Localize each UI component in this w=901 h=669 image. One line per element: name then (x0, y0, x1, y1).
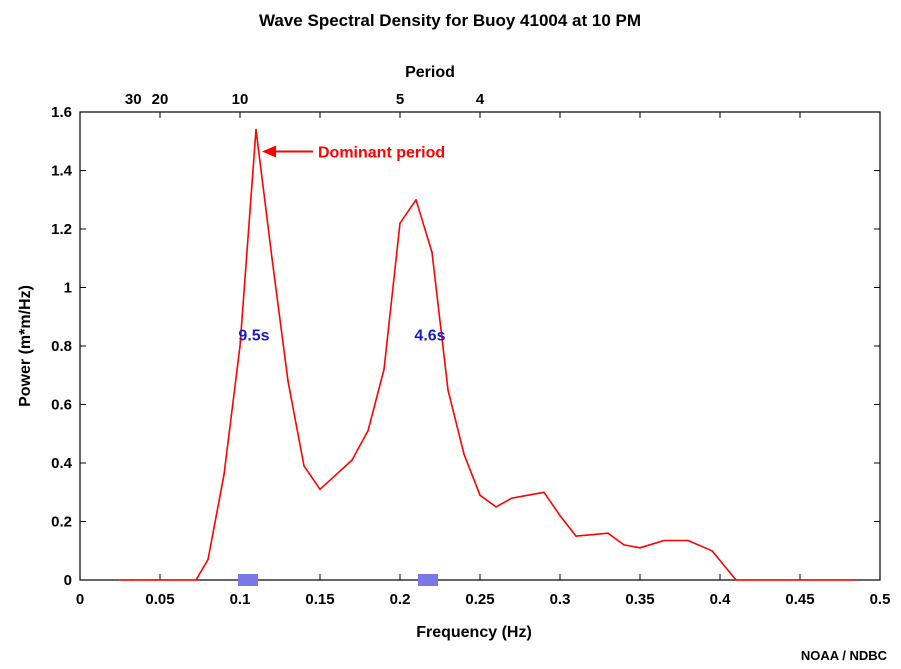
x-tick-label: 0.4 (710, 591, 732, 608)
period-tick-label: 10 (232, 91, 249, 108)
data-point (223, 473, 225, 476)
data-point (735, 579, 737, 581)
y-tick-label: 1.4 (51, 163, 73, 180)
data-point (591, 533, 593, 536)
x-tick-label: 0.1 (230, 591, 251, 608)
data-point (415, 198, 417, 201)
data-point (183, 579, 185, 581)
data-point (303, 465, 305, 467)
y-tick-label: 0.8 (51, 338, 72, 355)
data-point (527, 494, 529, 496)
period-marker (238, 574, 258, 586)
data-point (399, 222, 401, 224)
y-tick-label: 0.2 (51, 514, 72, 531)
data-point (495, 506, 497, 508)
x-tick-label: 0.3 (550, 591, 571, 608)
data-point (239, 345, 241, 347)
data-point (623, 544, 625, 546)
x-tick-label: 0.05 (145, 591, 174, 608)
period-tick-label: 20 (152, 91, 169, 108)
y-tick-label: 1 (64, 280, 72, 297)
plot-area-frame (79, 111, 881, 581)
data-point (639, 547, 641, 549)
top-axis-label: Period (405, 64, 455, 81)
annotation-period-label: 4.6s (414, 327, 445, 344)
annotation-dominant-period: Dominant period (318, 145, 445, 162)
data-point (447, 389, 449, 391)
data-point (463, 453, 465, 456)
data-point (511, 497, 513, 499)
chart-title: Wave Spectral Density for Buoy 41004 at … (259, 11, 641, 30)
spectral-density-line (120, 128, 856, 581)
data-point (207, 558, 209, 561)
series-layer (119, 128, 857, 581)
period-markers (238, 574, 438, 586)
data-point (335, 473, 337, 476)
data-point (607, 532, 609, 534)
y-tick-label: 1.2 (51, 221, 72, 238)
x-tick-label: 0 (76, 591, 84, 608)
period-tick-label: 4 (476, 91, 485, 108)
data-point (783, 579, 785, 581)
x-axis-label: Frequency (Hz) (416, 624, 532, 641)
annotation-period-label: 9.5s (238, 327, 269, 344)
y-tick-label: 0.6 (51, 397, 72, 414)
data-point (131, 579, 133, 581)
x-tick-label: 0.35 (625, 591, 654, 608)
y-axis-label: Power (m*m/Hz) (17, 285, 34, 407)
source-credit: NOAA / NDBC (801, 648, 888, 663)
annotation-arrowhead (262, 145, 276, 158)
annotations: Dominant period 9.5s 4.6s (238, 145, 445, 345)
data-point (383, 368, 385, 371)
period-tick-label: 5 (396, 91, 404, 108)
y-tick-label: 0 (64, 572, 72, 589)
x-tick-label: 0.45 (785, 591, 814, 608)
data-point (119, 579, 121, 581)
x-tick-label: 0.5 (870, 591, 891, 608)
data-point (687, 539, 689, 542)
data-point (431, 251, 433, 254)
data-point (575, 535, 577, 537)
data-point (367, 430, 369, 432)
data-point (195, 579, 197, 581)
data-point (559, 514, 561, 517)
data-point (351, 459, 353, 461)
x-tick-label: 0.2 (390, 591, 411, 608)
data-point (759, 579, 761, 581)
data-point (155, 579, 157, 581)
data-point (287, 380, 289, 382)
data-point (831, 579, 833, 581)
x-tick-label: 0.25 (465, 591, 494, 608)
x-tick-label: 0.15 (305, 591, 334, 608)
data-point (255, 128, 257, 131)
y-tick-label: 0.4 (51, 455, 73, 472)
data-point (167, 579, 169, 581)
period-marker (418, 574, 438, 586)
data-point (807, 579, 809, 581)
data-point (711, 549, 713, 552)
y-tick-label: 1.6 (51, 104, 72, 121)
data-point (543, 491, 545, 494)
data-point (319, 488, 321, 491)
data-point (855, 579, 857, 581)
data-point (479, 494, 481, 496)
data-point (143, 579, 145, 581)
axis-ticks: 0 0.05 0.1 0.15 0.2 0.25 0.3 0.35 0.4 0.45 0.500.2… (51, 91, 890, 608)
period-tick-label: 30 (125, 91, 142, 108)
data-point (663, 539, 665, 542)
data-point (271, 257, 273, 260)
